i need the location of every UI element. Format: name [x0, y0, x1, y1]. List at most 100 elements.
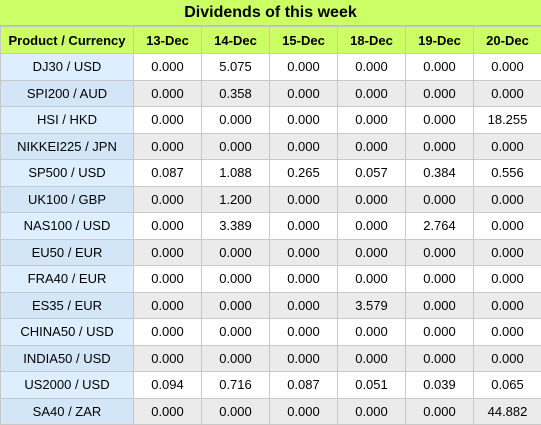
- dividend-value-cell: 44.882: [474, 398, 541, 425]
- column-header-date: 15-Dec: [270, 27, 338, 54]
- dividend-value-cell: 0.039: [406, 372, 474, 399]
- table-title: Dividends of this week: [0, 0, 541, 26]
- dividend-value-cell: 3.579: [338, 292, 406, 319]
- dividend-value-cell: 0.000: [134, 345, 202, 372]
- header-row: Product / Currency 13-Dec 14-Dec 15-Dec …: [1, 27, 541, 54]
- dividend-value-cell: 3.389: [202, 213, 270, 240]
- dividend-value-cell: 0.000: [134, 292, 202, 319]
- dividend-value-cell: 2.764: [406, 213, 474, 240]
- dividend-value-cell: 0.000: [406, 80, 474, 107]
- dividend-value-cell: 0.000: [270, 239, 338, 266]
- dividend-value-cell: 0.000: [406, 54, 474, 81]
- dividend-value-cell: 5.075: [202, 54, 270, 81]
- dividend-value-cell: 0.000: [134, 54, 202, 81]
- dividend-value-cell: 0.716: [202, 372, 270, 399]
- dividend-value-cell: 0.000: [270, 133, 338, 160]
- dividend-value-cell: 0.000: [202, 345, 270, 372]
- dividend-value-cell: 0.000: [270, 292, 338, 319]
- dividend-value-cell: 0.000: [406, 345, 474, 372]
- dividend-value-cell: 0.000: [474, 266, 541, 293]
- dividend-value-cell: 0.000: [406, 239, 474, 266]
- dividend-value-cell: 0.000: [202, 107, 270, 134]
- column-header-product: Product / Currency: [1, 27, 134, 54]
- dividend-value-cell: 0.000: [474, 292, 541, 319]
- dividend-value-cell: 0.000: [202, 319, 270, 346]
- dividend-value-cell: 0.384: [406, 160, 474, 187]
- dividend-value-cell: 0.000: [406, 319, 474, 346]
- dividend-value-cell: 0.000: [338, 54, 406, 81]
- dividend-value-cell: 0.000: [270, 186, 338, 213]
- dividends-panel: Dividends of this week Product / Currenc…: [0, 0, 541, 416]
- dividend-value-cell: 0.000: [134, 107, 202, 134]
- dividend-value-cell: 0.000: [202, 239, 270, 266]
- dividend-value-cell: 0.000: [134, 239, 202, 266]
- dividend-value-cell: 0.265: [270, 160, 338, 187]
- dividend-value-cell: 0.000: [406, 292, 474, 319]
- dividend-value-cell: 0.065: [474, 372, 541, 399]
- dividend-value-cell: 0.000: [202, 398, 270, 425]
- dividend-value-cell: 0.000: [406, 107, 474, 134]
- dividend-value-cell: 0.000: [406, 133, 474, 160]
- dividend-value-cell: 0.000: [270, 107, 338, 134]
- column-header-date: 13-Dec: [134, 27, 202, 54]
- dividends-table: Product / Currency 13-Dec 14-Dec 15-Dec …: [0, 26, 541, 425]
- dividend-value-cell: 0.000: [338, 133, 406, 160]
- dividend-value-cell: 0.000: [474, 54, 541, 81]
- dividend-value-cell: 0.000: [270, 80, 338, 107]
- dividend-value-cell: 0.000: [134, 133, 202, 160]
- product-cell: ES35 / EUR: [1, 292, 134, 319]
- dividend-value-cell: 0.094: [134, 372, 202, 399]
- dividend-value-cell: 0.000: [406, 266, 474, 293]
- dividend-value-cell: 0.000: [474, 186, 541, 213]
- dividend-value-cell: 0.000: [338, 266, 406, 293]
- dividend-value-cell: 0.000: [270, 319, 338, 346]
- dividend-value-cell: 0.000: [202, 292, 270, 319]
- dividend-value-cell: 0.000: [270, 345, 338, 372]
- column-header-date: 19-Dec: [406, 27, 474, 54]
- dividend-value-cell: 0.000: [338, 319, 406, 346]
- product-cell: DJ30 / USD: [1, 54, 134, 81]
- dividend-value-cell: 0.057: [338, 160, 406, 187]
- product-cell: SP500 / USD: [1, 160, 134, 187]
- dividend-value-cell: 0.000: [270, 54, 338, 81]
- dividend-value-cell: 0.000: [202, 133, 270, 160]
- dividend-value-cell: 0.000: [406, 398, 474, 425]
- dividend-value-cell: 0.000: [338, 398, 406, 425]
- product-cell: UK100 / GBP: [1, 186, 134, 213]
- dividend-value-cell: 0.000: [338, 186, 406, 213]
- product-cell: NIKKEI225 / JPN: [1, 133, 134, 160]
- product-cell: CHINA50 / USD: [1, 319, 134, 346]
- product-cell: FRA40 / EUR: [1, 266, 134, 293]
- dividend-value-cell: 0.051: [338, 372, 406, 399]
- dividend-value-cell: 0.000: [134, 266, 202, 293]
- column-header-date: 20-Dec: [474, 27, 541, 54]
- dividend-value-cell: 0.000: [474, 239, 541, 266]
- dividend-value-cell: 0.000: [202, 266, 270, 293]
- dividend-value-cell: 0.087: [134, 160, 202, 187]
- product-cell: EU50 / EUR: [1, 239, 134, 266]
- dividend-value-cell: 0.000: [338, 239, 406, 266]
- dividend-value-cell: 0.000: [338, 80, 406, 107]
- dividend-value-cell: 0.000: [270, 398, 338, 425]
- product-cell: SA40 / ZAR: [1, 398, 134, 425]
- product-cell: US2000 / USD: [1, 372, 134, 399]
- dividend-value-cell: 0.358: [202, 80, 270, 107]
- dividend-value-cell: 0.000: [270, 266, 338, 293]
- dividend-value-cell: 0.000: [474, 80, 541, 107]
- product-cell: HSI / HKD: [1, 107, 134, 134]
- dividend-value-cell: 0.000: [338, 345, 406, 372]
- dividend-value-cell: 0.000: [134, 80, 202, 107]
- product-cell: INDIA50 / USD: [1, 345, 134, 372]
- dividend-value-cell: 0.000: [338, 213, 406, 240]
